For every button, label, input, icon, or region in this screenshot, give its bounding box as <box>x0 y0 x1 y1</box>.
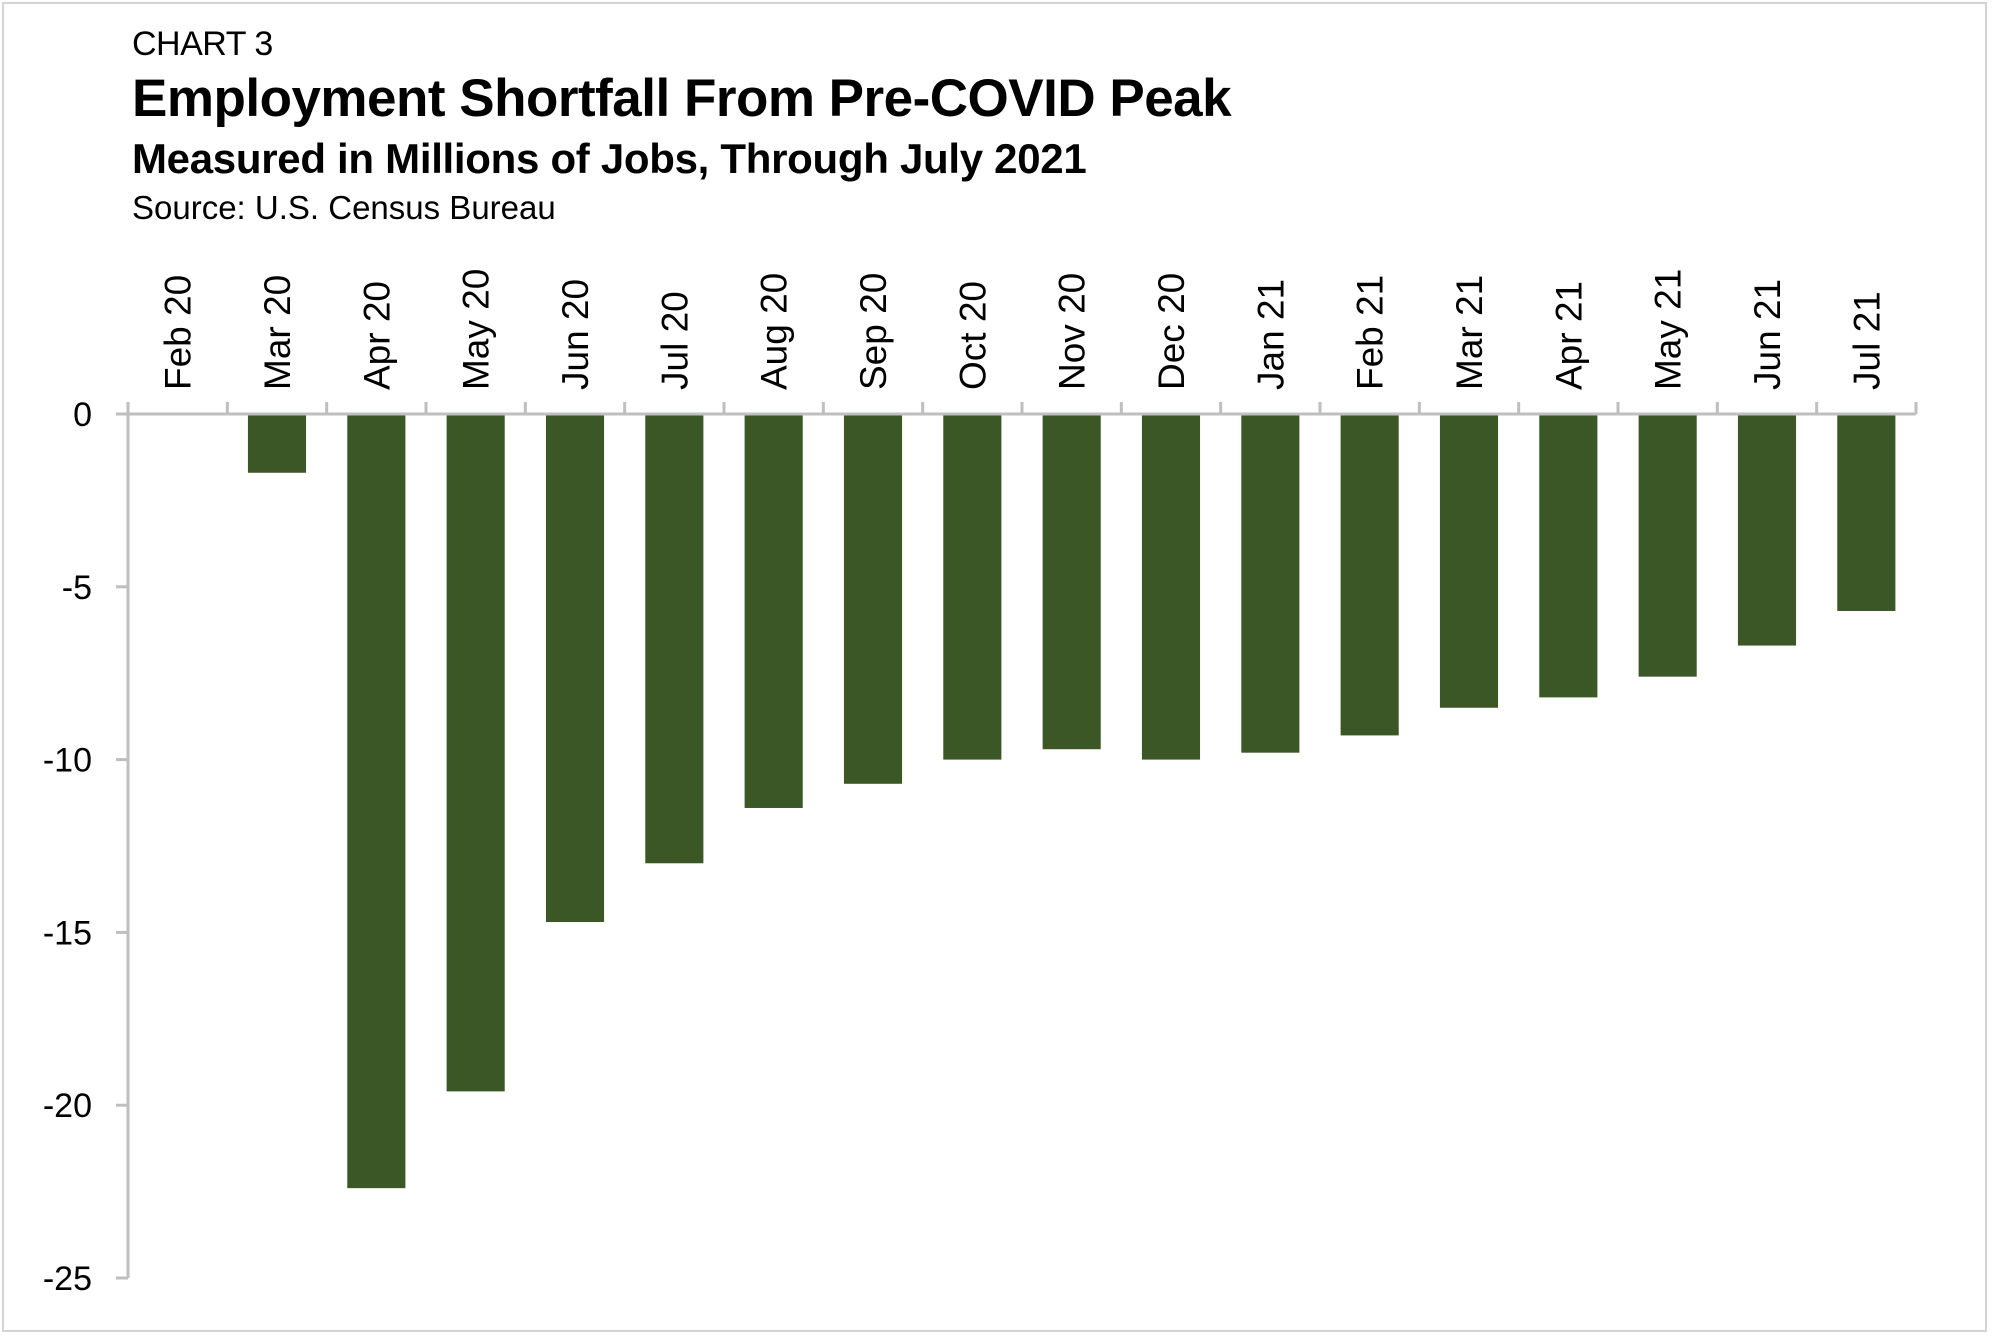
x-tick-label: Mar 20 <box>257 275 298 390</box>
bar-apr-20 <box>347 414 406 1189</box>
x-tick-label: Jul 21 <box>1846 291 1887 390</box>
axes-layer <box>116 402 1918 1280</box>
bar-aug-20 <box>744 414 803 808</box>
bar-dec-20 <box>1141 414 1201 760</box>
bar-oct-20 <box>943 414 1002 760</box>
y-tick-label: 0 <box>73 396 92 434</box>
x-tick-label: Dec 20 <box>1151 273 1192 390</box>
bar-apr-21 <box>1539 414 1598 698</box>
chart-title: Employment Shortfall From Pre-COVID Peak <box>132 69 1232 128</box>
x-tick-label: Mar 21 <box>1449 275 1490 390</box>
chart-number-label: CHART 3 <box>132 25 273 63</box>
labels-layer: 0 -5 -10 -15 -20 -25 Feb 20 Mar 20 Apr 20 May 20 J… <box>43 269 1887 1298</box>
x-tick-label: May 21 <box>1648 269 1689 390</box>
bar-sep-20 <box>843 414 903 784</box>
bar-nov-20 <box>1042 414 1101 750</box>
x-tick-label: Jan 21 <box>1250 279 1291 390</box>
x-tick-label: Nov 20 <box>1052 273 1093 390</box>
bar-jul-20 <box>645 414 704 864</box>
x-tick-label: May 20 <box>456 269 497 390</box>
x-tick-label: Jun 21 <box>1747 279 1788 390</box>
y-tick-label: -15 <box>43 914 92 952</box>
bar-may-21 <box>1638 414 1697 677</box>
y-tick-label: -5 <box>62 569 92 607</box>
bar-jul-21 <box>1837 414 1896 611</box>
bar-jun-20 <box>545 414 605 923</box>
chart-subtitle: Measured in Millions of Jobs, Through Ju… <box>132 135 1087 182</box>
bar-jan-21 <box>1241 414 1300 753</box>
bar-feb-21 <box>1340 414 1399 736</box>
x-tick-label: Apr 20 <box>356 281 397 390</box>
bar-mar-21 <box>1439 414 1499 708</box>
y-tick-label: -10 <box>43 742 92 780</box>
x-tick-label: Feb 21 <box>1350 275 1391 390</box>
x-tick-label: Aug 20 <box>754 273 795 390</box>
bars-layer <box>247 414 1896 1189</box>
chart-header: CHART 3 Employment Shortfall From Pre-CO… <box>132 22 1232 230</box>
bar-jun-21 <box>1737 414 1797 646</box>
bar-mar-20 <box>247 414 307 473</box>
x-tick-label: Sep 20 <box>853 273 894 390</box>
x-tick-label: Jun 20 <box>555 279 596 390</box>
y-tick-label: -20 <box>43 1087 92 1125</box>
chart-source: Source: U.S. Census Bureau <box>132 189 556 226</box>
y-tick-label: -25 <box>43 1260 92 1298</box>
x-tick-label: Jul 20 <box>654 291 695 390</box>
x-tick-label: Feb 20 <box>158 275 199 390</box>
x-tick-label: Apr 21 <box>1548 281 1589 390</box>
x-tick-label: Oct 20 <box>952 281 993 390</box>
bar-may-20 <box>446 414 505 1092</box>
